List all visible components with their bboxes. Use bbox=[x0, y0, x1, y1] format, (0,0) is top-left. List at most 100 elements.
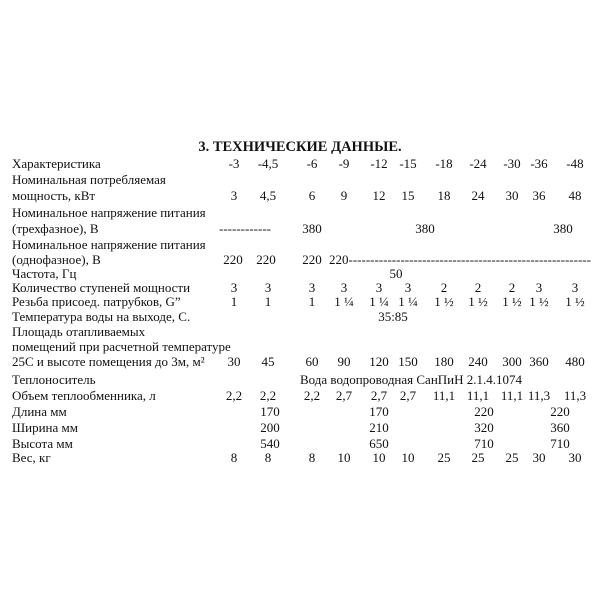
row-label: Резьба присоед. патрубков, G” bbox=[12, 294, 181, 309]
row-value: -48 bbox=[566, 156, 584, 171]
row-value: 220 bbox=[474, 404, 494, 419]
row-value: 1 ½ bbox=[502, 294, 522, 309]
row-value: 1 ¼ bbox=[334, 294, 354, 309]
row-value: 240 bbox=[468, 354, 488, 369]
section-title: 3. ТЕХНИЧЕСКИЕ ДАННЫЕ. bbox=[198, 139, 402, 155]
row-value: -36 bbox=[530, 156, 548, 171]
row-label: Длина мм bbox=[12, 404, 67, 419]
row-label: Количество ступеней мощности bbox=[12, 280, 191, 295]
row-value: 380 bbox=[302, 221, 322, 236]
row-value: 2 bbox=[440, 280, 448, 295]
row-value: 8 bbox=[264, 450, 272, 465]
row-value: 2,7 bbox=[399, 388, 417, 403]
row-value: 320 bbox=[474, 420, 494, 435]
row-value: 1 ½ bbox=[468, 294, 488, 309]
row-value: 35:85 bbox=[378, 309, 408, 324]
row-value: 9 bbox=[340, 188, 348, 203]
row-label: Площадь отапливаемых bbox=[12, 324, 146, 339]
row-value: 36 bbox=[532, 188, 546, 203]
row-value: 1 ½ bbox=[529, 294, 549, 309]
row-value: 11,1 bbox=[500, 388, 524, 403]
row-value: 1 ¼ bbox=[369, 294, 389, 309]
row-value: 360 bbox=[529, 354, 549, 369]
row-value: 8 bbox=[230, 450, 238, 465]
row-value: -18 bbox=[435, 156, 453, 171]
row-value: 48 bbox=[568, 188, 582, 203]
row-value: 2,7 bbox=[335, 388, 353, 403]
row-value: 300 bbox=[502, 354, 522, 369]
row-value: 180 bbox=[434, 354, 454, 369]
row-value: 2,7 bbox=[370, 388, 388, 403]
row-label: Температура воды на выходе, С. bbox=[12, 309, 191, 324]
row-value: 3 bbox=[375, 280, 383, 295]
row-value: 45 bbox=[261, 354, 275, 369]
row-label: мощность, кВт bbox=[12, 188, 96, 203]
row-value: 10 bbox=[337, 450, 351, 465]
row-value: 8 bbox=[308, 450, 316, 465]
row-value: 3 bbox=[308, 280, 316, 295]
row-value: 25 bbox=[505, 450, 519, 465]
row-label: (однофазное), В bbox=[12, 252, 101, 267]
row-value: 60 bbox=[305, 354, 319, 369]
row-value: -3 bbox=[228, 156, 240, 171]
row-value: 220 bbox=[302, 252, 322, 267]
row-value: 11,3 bbox=[563, 388, 587, 403]
row-label: Частота, Гц bbox=[12, 266, 77, 281]
row-value: 650 bbox=[369, 436, 389, 451]
row-value: 2,2 bbox=[303, 388, 321, 403]
row-value: 12 bbox=[372, 188, 386, 203]
row-value: -6 bbox=[306, 156, 318, 171]
row-value: 15 bbox=[401, 188, 415, 203]
row-value: 4,5 bbox=[259, 188, 277, 203]
row-value: -24 bbox=[469, 156, 487, 171]
row-value: 200 bbox=[260, 420, 280, 435]
row-value: 1 bbox=[264, 294, 272, 309]
row-value: 25 bbox=[471, 450, 485, 465]
row-value: -9 bbox=[338, 156, 350, 171]
row-value: 3 bbox=[535, 280, 543, 295]
row-value: 2 bbox=[474, 280, 482, 295]
row-value: 710 bbox=[474, 436, 494, 451]
row-value: 1 bbox=[308, 294, 316, 309]
row-value: 170 bbox=[369, 404, 389, 419]
row-label: Номинальное напряжение питания bbox=[12, 205, 206, 220]
row-value: 11,3 bbox=[527, 388, 551, 403]
row-value: 220 bbox=[223, 252, 243, 267]
row-value: 120 bbox=[369, 354, 389, 369]
row-value: 380 bbox=[415, 221, 435, 236]
row-label: 25С и высоте помещения до 3м, м² bbox=[12, 354, 205, 369]
row-value: 220 bbox=[550, 404, 570, 419]
row-value: 3 bbox=[264, 280, 272, 295]
row-value: 3 bbox=[230, 188, 238, 203]
row-value: 30 bbox=[505, 188, 519, 203]
row-value: 220-------------------------------------… bbox=[329, 252, 591, 267]
row-value: 1 ½ bbox=[565, 294, 585, 309]
row-value: -4,5 bbox=[257, 156, 279, 171]
row-value: 30 bbox=[568, 450, 582, 465]
row-value: 480 bbox=[565, 354, 585, 369]
row-value: 210 bbox=[369, 420, 389, 435]
row-value: 1 ½ bbox=[434, 294, 454, 309]
row-value: 540 bbox=[260, 436, 280, 451]
row-label: Номинальная потребляемая bbox=[12, 172, 166, 187]
row-label: Объем теплообменника, л bbox=[12, 388, 156, 403]
row-value: -12 bbox=[370, 156, 388, 171]
row-value: 3 bbox=[571, 280, 579, 295]
row-value: 220 bbox=[256, 252, 276, 267]
row-value: 30 bbox=[532, 450, 546, 465]
row-label: (трехфазное), В bbox=[12, 221, 99, 236]
row-value: 24 bbox=[471, 188, 485, 203]
row-value: 150 bbox=[398, 354, 418, 369]
row-value: -30 bbox=[503, 156, 521, 171]
row-value: 2,2 bbox=[225, 388, 243, 403]
row-label: Теплоноситель bbox=[12, 372, 96, 387]
row-value: ------------ bbox=[219, 221, 271, 236]
row-label: Номинальное напряжение питания bbox=[12, 237, 206, 252]
row-value: 2 bbox=[508, 280, 516, 295]
row-value: 10 bbox=[401, 450, 415, 465]
row-value: Вода водопроводная СанПиН 2.1.4.1074 bbox=[299, 372, 523, 387]
row-value: 30 bbox=[227, 354, 241, 369]
row-value: 10 bbox=[372, 450, 386, 465]
row-value: 90 bbox=[337, 354, 351, 369]
row-value: 6 bbox=[308, 188, 316, 203]
